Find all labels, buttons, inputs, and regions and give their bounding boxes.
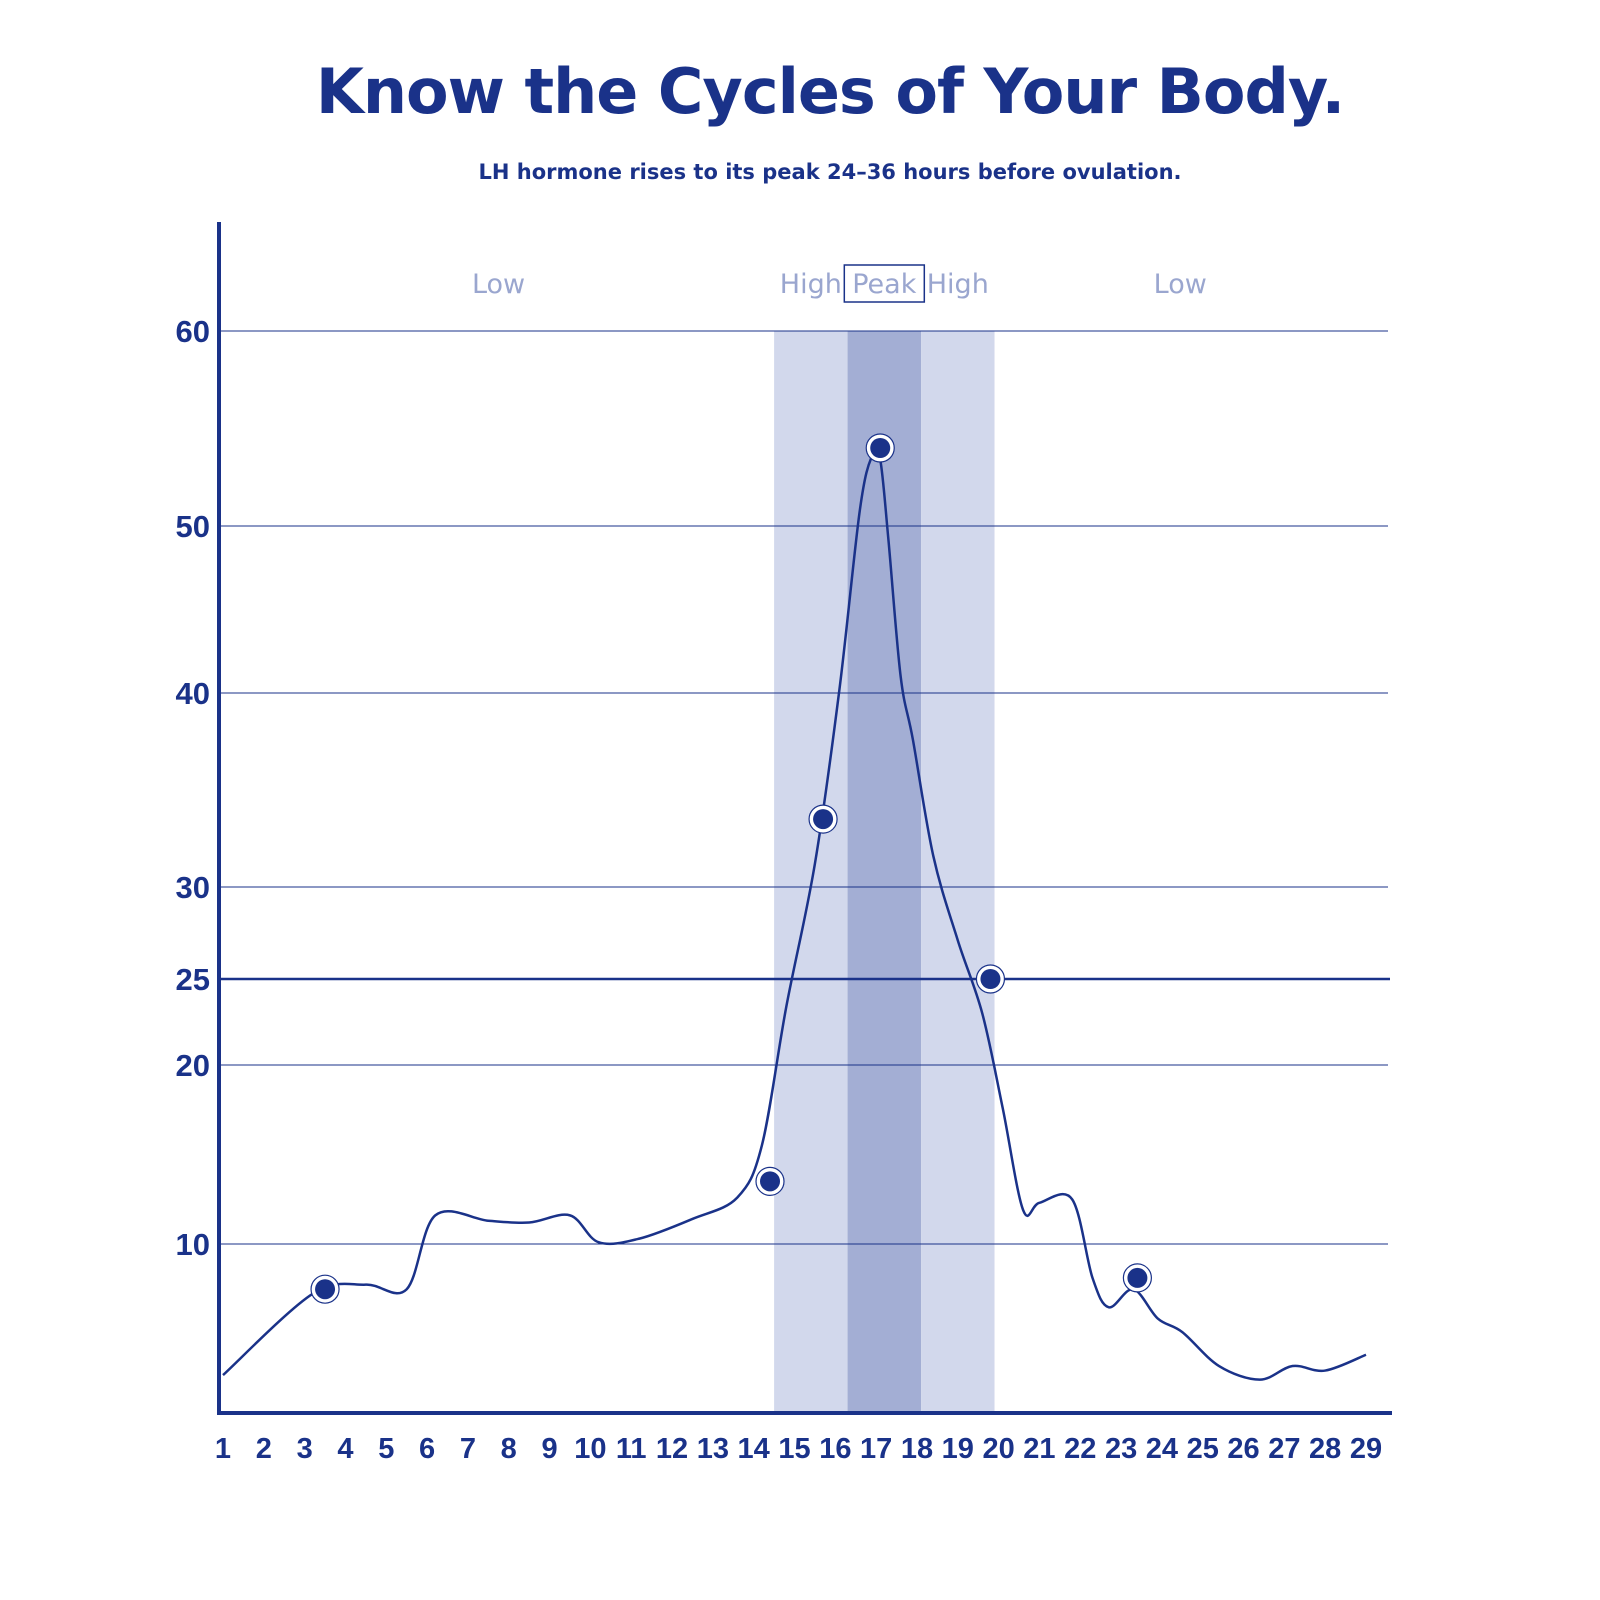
x-tick-label-24: 24 bbox=[1146, 1433, 1178, 1465]
x-tick-label-28: 28 bbox=[1309, 1433, 1341, 1465]
x-tick-label-10: 10 bbox=[574, 1433, 606, 1465]
x-tick-label-23: 23 bbox=[1105, 1433, 1137, 1465]
phase-zones bbox=[774, 331, 995, 1413]
x-tick-label-21: 21 bbox=[1023, 1433, 1055, 1465]
x-tick-label-13: 13 bbox=[697, 1433, 729, 1465]
x-tick-label-9: 9 bbox=[542, 1433, 558, 1465]
marker-dot-1 bbox=[760, 1171, 781, 1192]
x-tick-label-5: 5 bbox=[378, 1433, 394, 1465]
x-tick-label-18: 18 bbox=[901, 1433, 933, 1465]
y-tick-label-40: 40 bbox=[176, 676, 210, 711]
zone-labels: Low High Peak High Low bbox=[472, 264, 1207, 303]
axes bbox=[217, 222, 1392, 1415]
x-tick-label-25: 25 bbox=[1187, 1433, 1219, 1465]
x-tick-label-17: 17 bbox=[860, 1433, 892, 1465]
test-reading-markers bbox=[310, 433, 1153, 1304]
y-tick-label-60: 60 bbox=[176, 314, 210, 349]
chart-title: Know the Cycles of Your Body. bbox=[315, 55, 1345, 128]
x-tick-label-27: 27 bbox=[1268, 1433, 1300, 1465]
marker-dot-5 bbox=[1127, 1267, 1148, 1288]
y-tick-labels: 10 20 25 30 40 50 60 bbox=[176, 314, 210, 1262]
marker-dot-4 bbox=[980, 969, 1001, 989]
x-tick-label-26: 26 bbox=[1227, 1433, 1259, 1465]
y-tick-label-25: 25 bbox=[176, 962, 210, 997]
marker-dot-0 bbox=[315, 1279, 336, 1300]
y-tick-label-50: 50 bbox=[176, 509, 210, 544]
peak-label-box bbox=[843, 264, 926, 303]
x-tick-label-11: 11 bbox=[616, 1433, 647, 1465]
gridlines bbox=[219, 330, 1388, 1245]
x-tick-label-29: 29 bbox=[1350, 1433, 1382, 1465]
x-tick-label-12: 12 bbox=[656, 1433, 688, 1465]
zone-label-high-3: High bbox=[927, 269, 989, 300]
x-tick-label-2: 2 bbox=[256, 1433, 272, 1465]
x-tick-label-20: 20 bbox=[982, 1433, 1014, 1465]
x-tick-label-3: 3 bbox=[297, 1433, 313, 1465]
zone-band-high-3 bbox=[921, 331, 995, 1413]
zone-label-low-4: Low bbox=[1154, 269, 1207, 300]
y-tick-label-10: 10 bbox=[176, 1227, 210, 1262]
x-tick-label-22: 22 bbox=[1064, 1433, 1096, 1465]
x-tick-labels: 1 2 3 4 5 6 7 8 9 10 11 12 13 14 15 16 17 18 19 20 21 22 23 24 2… bbox=[215, 1433, 1382, 1465]
x-tick-label-14: 14 bbox=[738, 1433, 770, 1465]
zone-label-low-0: Low bbox=[472, 269, 525, 300]
zone-label-high-1: High bbox=[780, 269, 842, 300]
x-tick-label-15: 15 bbox=[778, 1433, 810, 1465]
x-tick-label-8: 8 bbox=[501, 1433, 517, 1465]
y-tick-label-20: 20 bbox=[176, 1048, 210, 1083]
zone-band-high-1 bbox=[774, 331, 848, 1413]
chart-subtitle: LH hormone rises to its peak 24–36 hours… bbox=[478, 160, 1182, 184]
x-tick-label-1: 1 bbox=[215, 1433, 231, 1465]
x-tick-label-7: 7 bbox=[460, 1433, 476, 1465]
x-tick-label-4: 4 bbox=[337, 1433, 353, 1465]
marker-dot-3 bbox=[870, 438, 891, 458]
zone-label-peak-2: Peak bbox=[852, 269, 916, 300]
x-tick-label-19: 19 bbox=[942, 1433, 974, 1465]
y-tick-label-30: 30 bbox=[176, 870, 210, 905]
x-tick-label-16: 16 bbox=[819, 1433, 851, 1465]
marker-dot-2 bbox=[813, 809, 834, 830]
x-tick-label-6: 6 bbox=[419, 1433, 435, 1465]
